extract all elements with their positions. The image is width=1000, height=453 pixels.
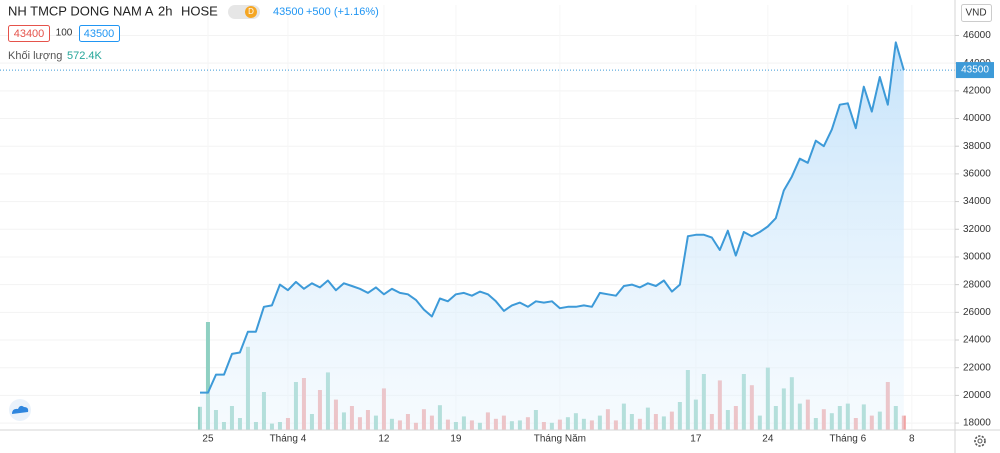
volume-bar bbox=[205, 322, 210, 430]
volume-total: 572.4K bbox=[67, 50, 103, 62]
plot bbox=[0, 5, 955, 431]
x-tick-label: 17 bbox=[690, 434, 702, 445]
y-tick-label: 34000 bbox=[963, 196, 991, 207]
exchange: HOSE bbox=[181, 3, 218, 18]
x-tick-label: 19 bbox=[450, 434, 462, 445]
x-tick-label: 8 bbox=[909, 434, 915, 445]
x-tick-label: Tháng 4 bbox=[270, 434, 307, 445]
area bbox=[199, 42, 904, 431]
currency: VND bbox=[965, 8, 986, 19]
change: +500 (+1.16%) bbox=[306, 6, 379, 18]
price-label-box bbox=[956, 62, 994, 79]
bid-box bbox=[8, 25, 50, 42]
badge-dot bbox=[245, 6, 257, 18]
x-tick-label: Tháng Năm bbox=[534, 434, 586, 445]
y-tick-label: 46000 bbox=[963, 30, 991, 41]
price-label: 43500 bbox=[961, 65, 989, 76]
y-tick-label: 36000 bbox=[963, 169, 991, 180]
spread: 100 bbox=[56, 28, 73, 39]
volume-bar bbox=[901, 415, 906, 430]
interval: 2h bbox=[158, 3, 172, 18]
x-tick-label: Tháng 6 bbox=[829, 434, 866, 445]
badge: D bbox=[248, 7, 254, 16]
title: NH TMCP DONG NAM A bbox=[8, 3, 154, 18]
y-tick-label: 20000 bbox=[963, 390, 991, 401]
y-tick-label: 38000 bbox=[963, 141, 991, 152]
currency-box bbox=[961, 4, 992, 22]
y-tick-label: 32000 bbox=[963, 224, 991, 235]
y-tick-label: 24000 bbox=[963, 335, 991, 346]
y-tick-label: 28000 bbox=[963, 279, 991, 290]
x-tick-label: 12 bbox=[378, 434, 390, 445]
y-tick-label: 42000 bbox=[963, 85, 991, 96]
price-line bbox=[200, 41, 905, 394]
x-tick-label: 24 bbox=[762, 434, 774, 445]
y-tick-label: 22000 bbox=[963, 362, 991, 373]
logo bbox=[12, 405, 29, 414]
y-tick-label: 40000 bbox=[963, 113, 991, 124]
y-tick-label: 18000 bbox=[963, 418, 991, 429]
y-tick-label: 30000 bbox=[963, 252, 991, 263]
ask: 43500 bbox=[84, 28, 115, 40]
y-tick-label: 26000 bbox=[963, 307, 991, 318]
volume-label: Khối lượng bbox=[8, 50, 62, 62]
x-tick-label: 25 bbox=[202, 434, 214, 445]
volume-bar bbox=[197, 406, 202, 430]
ask-box bbox=[79, 25, 120, 42]
bid: 43400 bbox=[14, 28, 45, 40]
price: 43500 bbox=[273, 6, 304, 18]
settings-icon[interactable] bbox=[974, 435, 986, 447]
